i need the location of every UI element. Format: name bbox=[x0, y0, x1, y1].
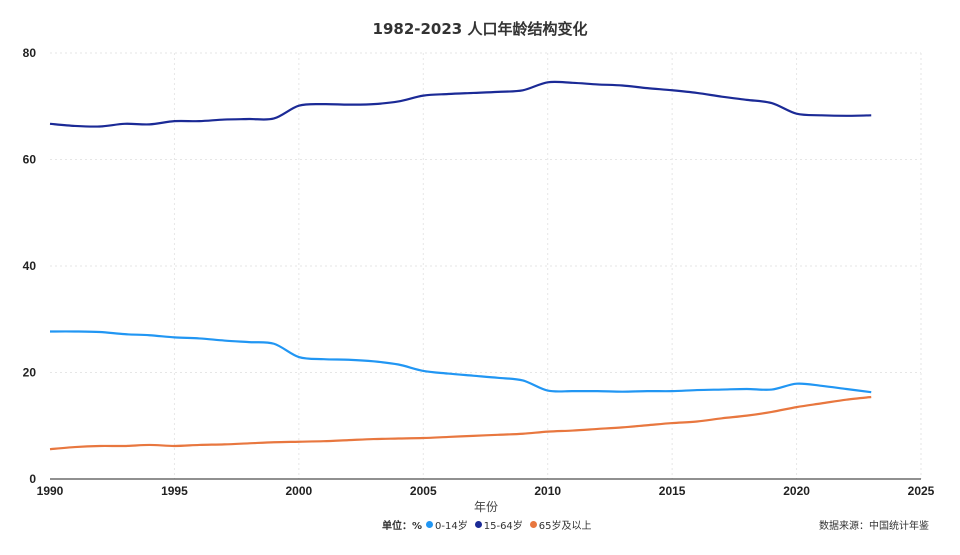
legend-dot bbox=[426, 521, 434, 528]
y-tick-label: 80 bbox=[23, 46, 37, 60]
legend-dot bbox=[474, 521, 482, 528]
series-line-2 bbox=[49, 395, 872, 451]
y-tick-label: 20 bbox=[23, 366, 37, 380]
y-tick-label: 0 bbox=[29, 472, 36, 486]
series-line-1 bbox=[49, 80, 872, 128]
legend: 单位：% 0-14岁 15-64岁 65岁及以上 bbox=[382, 517, 595, 532]
series-line-0 bbox=[49, 330, 872, 394]
x-tick-label: 2010 bbox=[534, 484, 561, 498]
y-tick-label: 60 bbox=[23, 153, 37, 167]
x-tick-label: 2025 bbox=[908, 484, 935, 498]
legend-label: 65岁及以上 bbox=[538, 521, 592, 532]
x-tick-label: 1990 bbox=[37, 484, 64, 498]
x-tick-label: 2020 bbox=[783, 484, 810, 498]
data-source: 数据来源：中国统计年鉴 bbox=[819, 521, 929, 532]
legend-dot bbox=[529, 521, 537, 528]
x-tick-label: 1995 bbox=[161, 484, 188, 498]
x-tick-label: 2015 bbox=[659, 484, 686, 498]
chart-title: 1982-2023 人口年龄结构变化 bbox=[372, 20, 588, 38]
legend-item-65-plus[interactable]: 65岁及以上 bbox=[529, 517, 592, 532]
legend-item-15-64[interactable]: 15-64岁 bbox=[474, 517, 523, 532]
legend-item-0-14[interactable]: 0-14岁 bbox=[426, 517, 468, 532]
legend-label: 15-64岁 bbox=[483, 521, 523, 532]
x-tick-label: 2005 bbox=[410, 484, 437, 498]
x-tick-label: 2000 bbox=[286, 484, 313, 498]
legend-label: 0-14岁 bbox=[435, 521, 468, 532]
x-axis-label: 年份 bbox=[473, 500, 498, 514]
y-tick-label: 40 bbox=[23, 259, 37, 273]
unit-label: 单位：% bbox=[382, 521, 423, 532]
